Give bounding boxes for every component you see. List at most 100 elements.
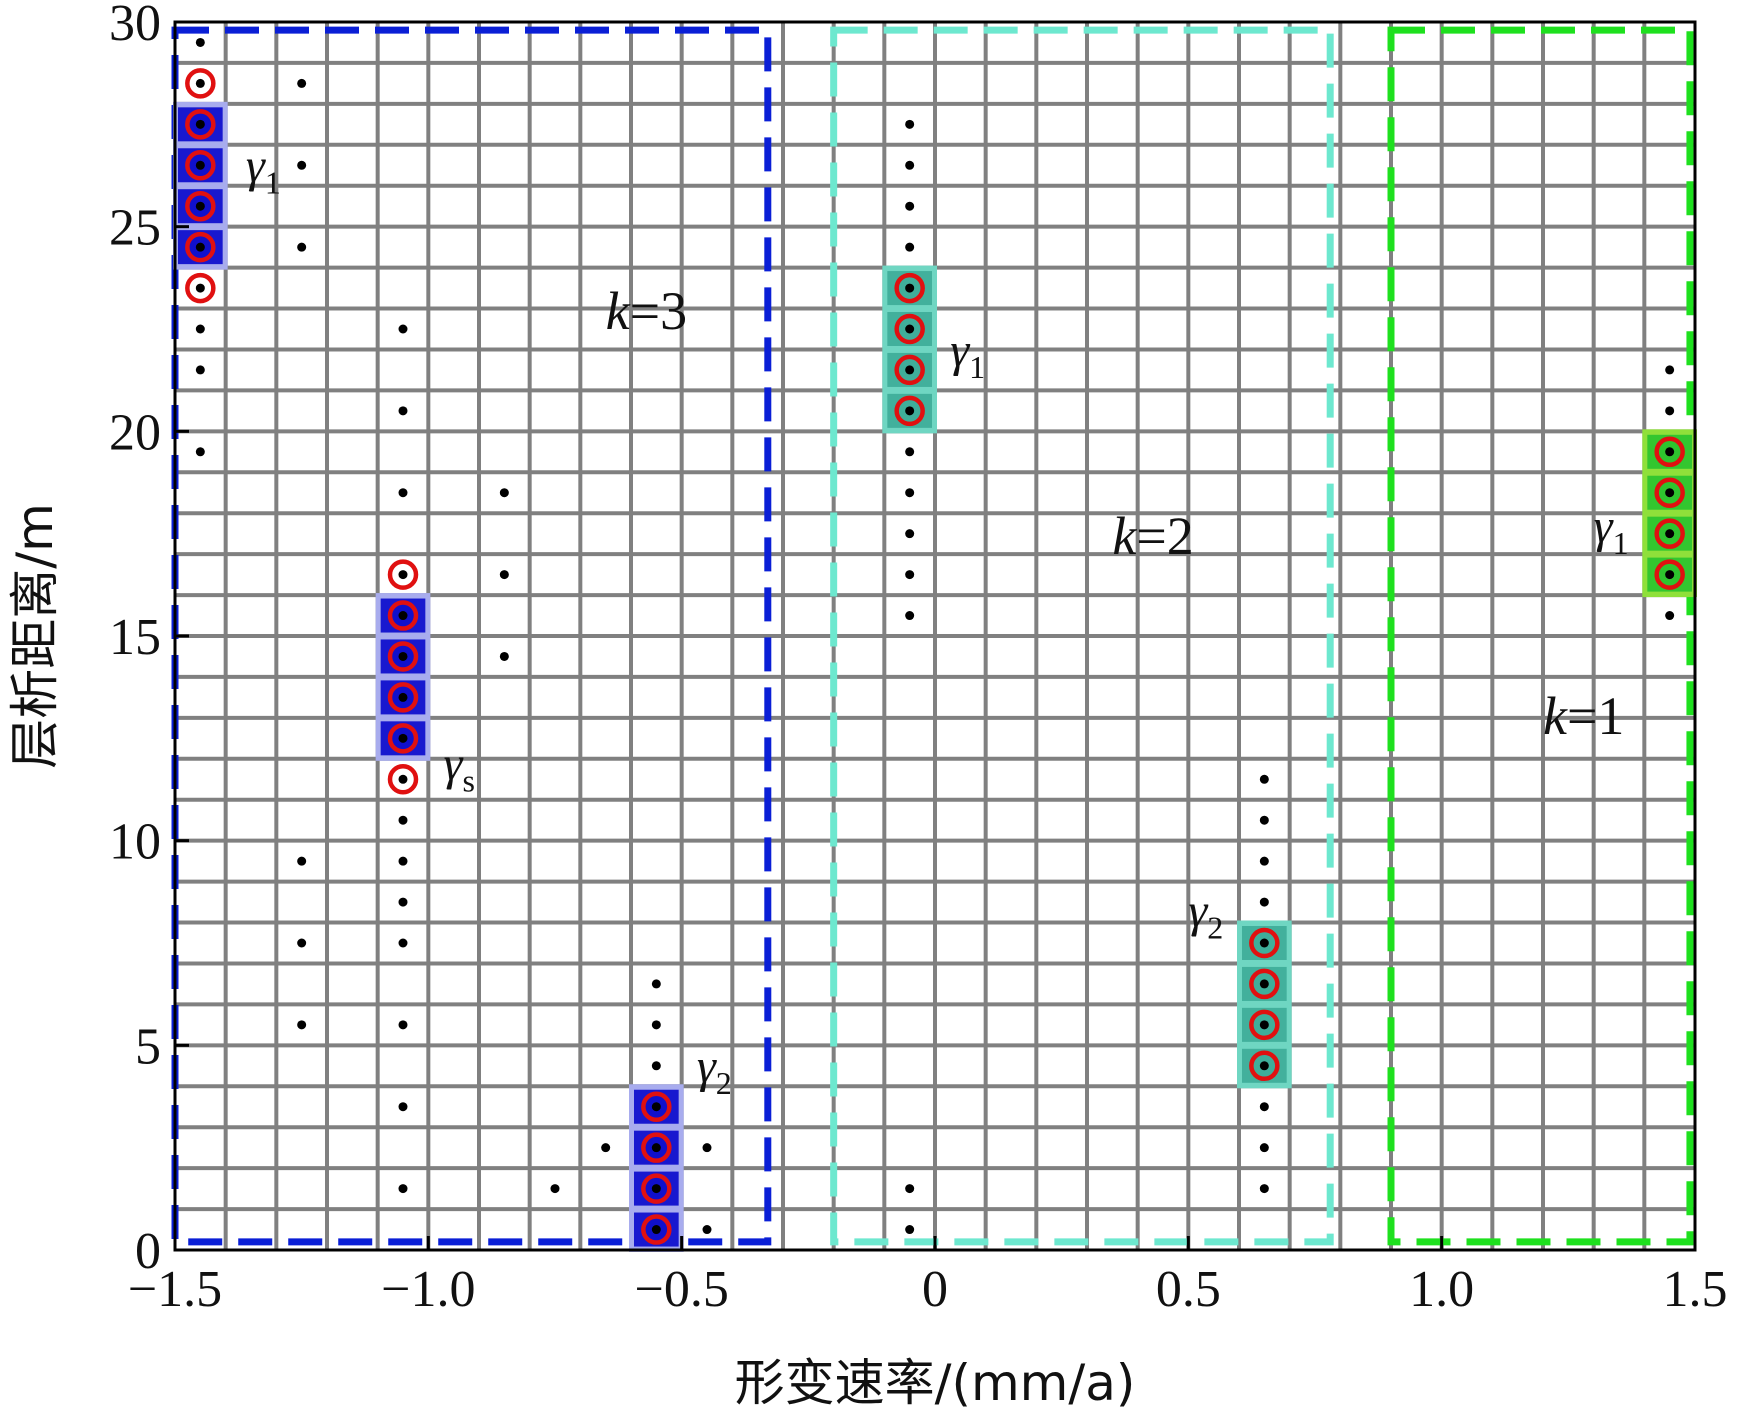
cluster-label-sub: 1 xyxy=(1613,525,1629,561)
data-point xyxy=(905,447,915,457)
data-point xyxy=(195,242,205,252)
cluster-label-sub: s xyxy=(462,762,474,798)
data-point xyxy=(499,651,509,661)
data-point xyxy=(1665,365,1675,375)
y-tick-label: 25 xyxy=(109,200,161,257)
data-point xyxy=(702,1225,712,1235)
data-point xyxy=(195,283,205,293)
data-point xyxy=(905,283,915,293)
cluster-label: γ2 xyxy=(697,1040,732,1101)
data-point xyxy=(601,1143,611,1153)
data-point xyxy=(1259,1020,1269,1030)
cluster-label-sub: 1 xyxy=(969,349,985,385)
x-tick-label: −0.5 xyxy=(635,1261,729,1318)
region-label: k=2 xyxy=(1112,506,1193,566)
x-tick-label: 0 xyxy=(922,1261,948,1318)
data-point xyxy=(1259,856,1269,866)
data-point xyxy=(1259,1184,1269,1194)
axes: −1.5 −1.0 −0.5 0 0.5 1.0 1.5 0 5 10 15 20 25 30 xyxy=(109,0,1728,1318)
region-label-var: k xyxy=(1112,506,1137,566)
data-point xyxy=(398,774,408,784)
cluster-label: γ1 xyxy=(246,140,281,201)
data-point xyxy=(398,1184,408,1194)
cluster-label-base: γ xyxy=(444,737,464,790)
data-point xyxy=(905,611,915,621)
region-label-var: k xyxy=(606,281,631,341)
data-point xyxy=(297,242,307,252)
data-point xyxy=(1259,979,1269,989)
cluster-label-base: γ xyxy=(1188,885,1208,938)
data-point xyxy=(398,938,408,948)
region-label: k=3 xyxy=(606,281,687,341)
data-point xyxy=(195,324,205,334)
data-point xyxy=(398,488,408,498)
y-tick-label: 10 xyxy=(109,814,161,871)
data-point xyxy=(1665,447,1675,457)
data-point xyxy=(195,160,205,170)
y-axis-title: 层析距离/m xyxy=(6,503,64,769)
data-point xyxy=(1665,529,1675,539)
region-label: k=1 xyxy=(1543,686,1624,746)
data-point xyxy=(651,1225,661,1235)
data-point xyxy=(550,1184,560,1194)
data-point xyxy=(398,692,408,702)
data-point xyxy=(1259,815,1269,825)
data-point xyxy=(1259,897,1269,907)
data-point xyxy=(905,201,915,211)
cluster-label-base: γ xyxy=(697,1040,717,1093)
cluster-label-sub: 2 xyxy=(1207,910,1223,946)
data-point xyxy=(905,529,915,539)
data-point xyxy=(702,1143,712,1153)
data-point xyxy=(195,119,205,129)
data-point xyxy=(651,979,661,989)
y-tick-label: 20 xyxy=(109,404,161,461)
data-point xyxy=(398,406,408,416)
data-point xyxy=(905,324,915,334)
data-point xyxy=(651,1184,661,1194)
cluster-label: γ2 xyxy=(1188,885,1223,946)
y-tick-label: 0 xyxy=(135,1223,161,1280)
data-point xyxy=(905,365,915,375)
x-tick-label: −1.0 xyxy=(381,1261,475,1318)
cluster-label: γ1 xyxy=(950,324,985,385)
data-point xyxy=(195,447,205,457)
data-point xyxy=(905,406,915,416)
data-point xyxy=(398,570,408,580)
data-point xyxy=(398,324,408,334)
x-tick-label: 1.5 xyxy=(1663,1261,1728,1318)
data-point xyxy=(905,1225,915,1235)
x-tick-label: −1.5 xyxy=(128,1261,222,1318)
region-box-3 xyxy=(1387,26,1694,1246)
data-point xyxy=(195,78,205,88)
cluster-label-sub: 1 xyxy=(265,165,281,201)
data-point xyxy=(297,160,307,170)
y-tick-label: 5 xyxy=(135,1018,161,1075)
data-point xyxy=(651,1143,661,1153)
data-point xyxy=(651,1061,661,1071)
data-point xyxy=(651,1102,661,1112)
region-label-value: =1 xyxy=(1567,686,1624,746)
data-point xyxy=(1665,570,1675,580)
data-point xyxy=(1259,1143,1269,1153)
data-point xyxy=(499,488,509,498)
data-point xyxy=(905,1184,915,1194)
region-label-value: =2 xyxy=(1136,506,1193,566)
data-point xyxy=(297,1020,307,1030)
data-point xyxy=(398,897,408,907)
cluster-label-base: γ xyxy=(1594,500,1614,553)
cluster-label: γ1 xyxy=(1594,500,1629,561)
data-point xyxy=(398,1102,408,1112)
data-point xyxy=(398,651,408,661)
data-point xyxy=(905,570,915,580)
data-point xyxy=(1259,774,1269,784)
cluster-label-sub: 2 xyxy=(716,1065,732,1101)
region-label-var: k xyxy=(1543,686,1568,746)
y-tick-label: 30 xyxy=(109,0,161,52)
cluster-label-base: γ xyxy=(950,324,970,377)
data-point xyxy=(905,160,915,170)
data-point xyxy=(297,938,307,948)
x-axis-title: 形变速率/(mm/a) xyxy=(735,1354,1136,1412)
data-point xyxy=(1259,938,1269,948)
data-point xyxy=(398,1020,408,1030)
